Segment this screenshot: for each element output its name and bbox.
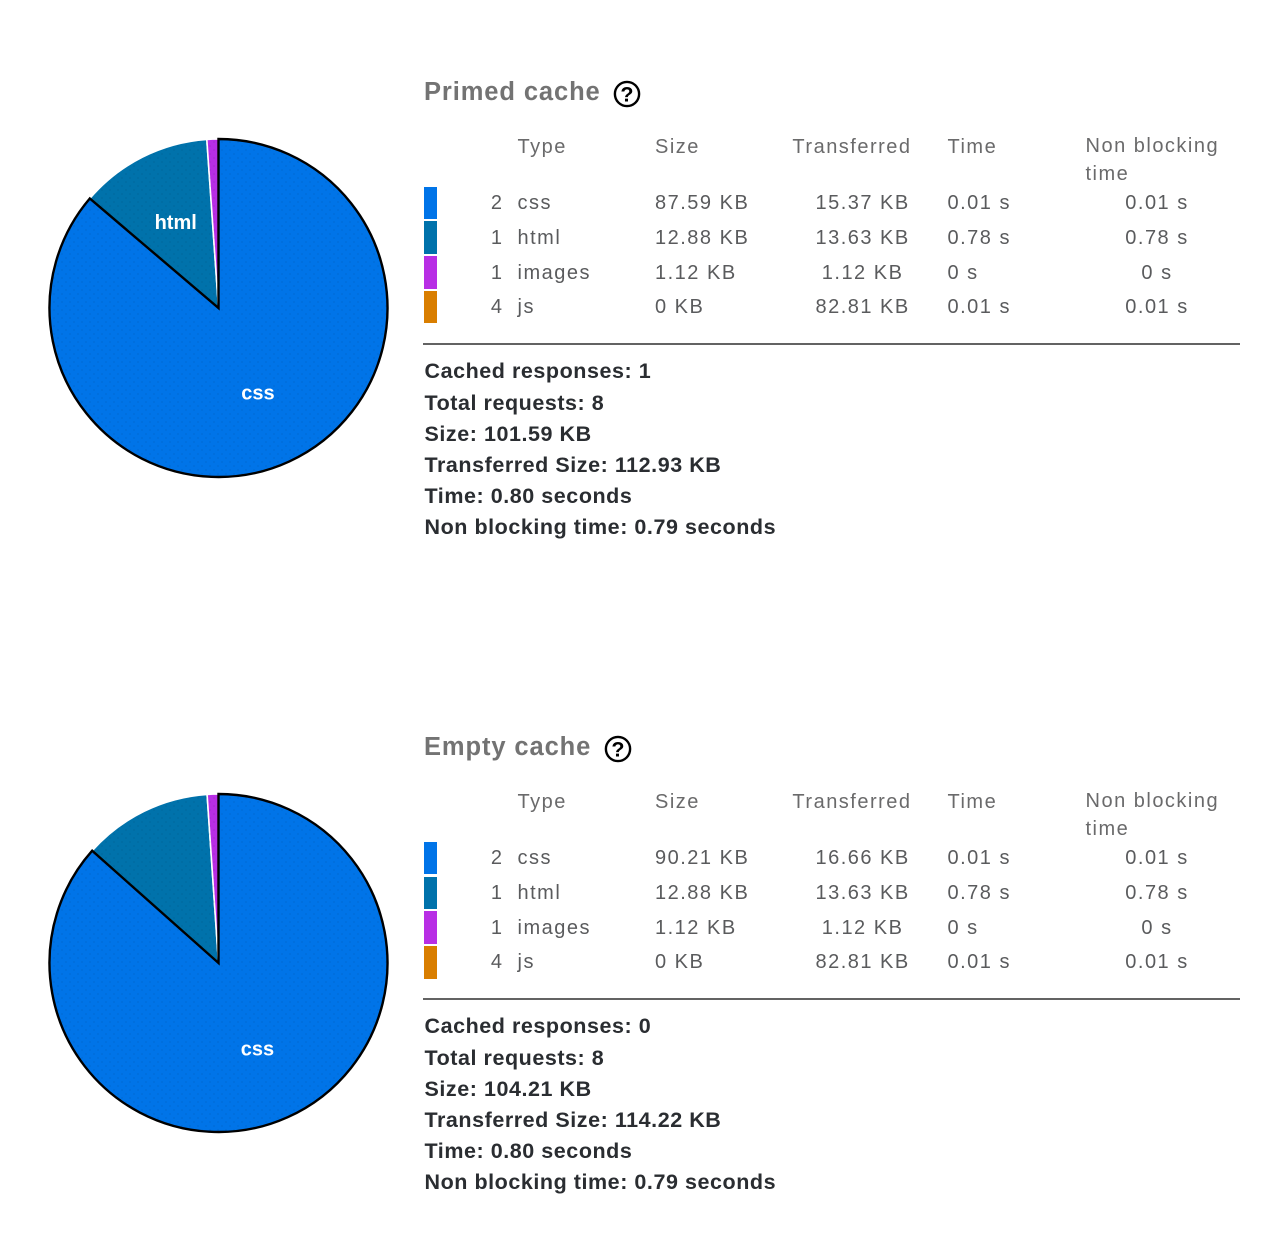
svg-text:css: css — [241, 382, 274, 404]
svg-text:css: css — [241, 1039, 274, 1061]
svg-text:?: ? — [611, 738, 624, 762]
svg-text:?: ? — [620, 83, 633, 107]
svg-text:html: html — [155, 212, 197, 234]
